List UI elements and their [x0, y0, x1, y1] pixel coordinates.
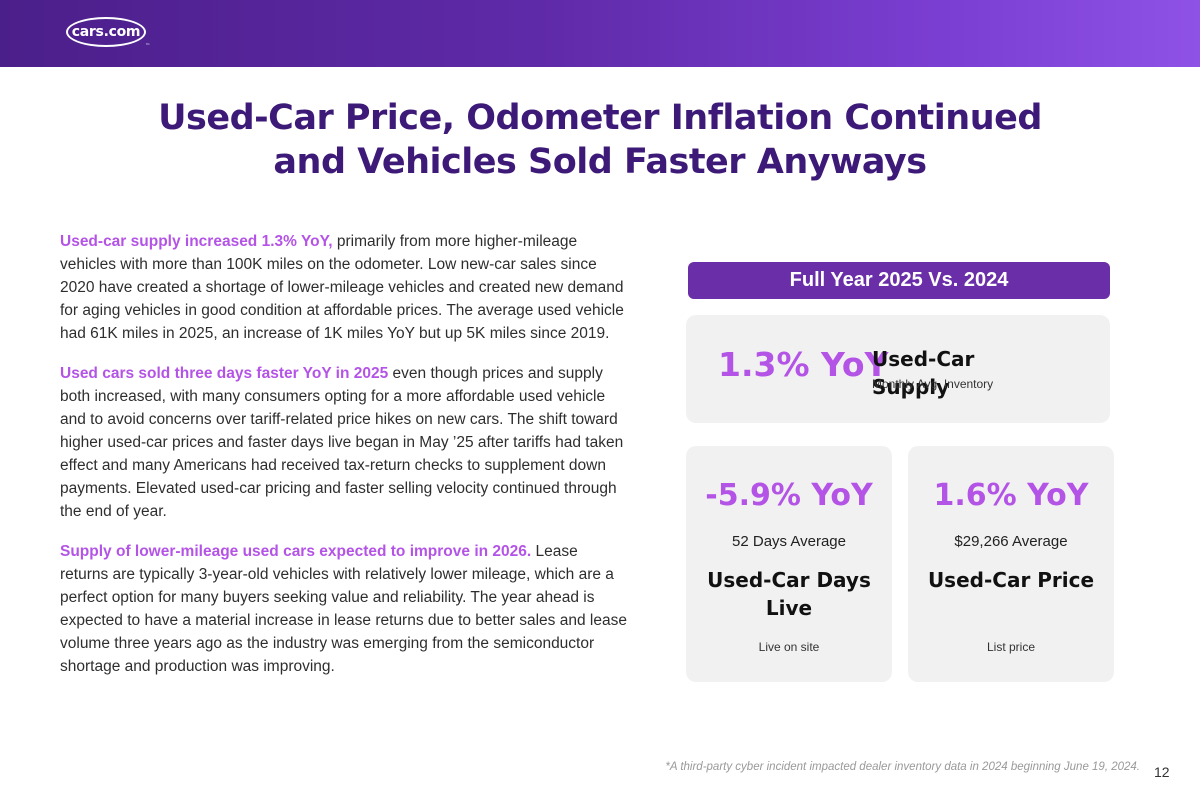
price-average: $29,266 Average [954, 533, 1068, 550]
full-year-banner: Full Year 2025 Vs. 2024 [688, 262, 1110, 299]
paragraph-supply: Used-car supply increased 1.3% YoY, prim… [60, 230, 630, 345]
paragraph-lease: Supply of lower-mileage used cars expect… [60, 540, 630, 678]
logo-text: cars.com [71, 24, 141, 40]
supply-value: 1.3% YoY [718, 345, 889, 384]
supply-subtext: Monthly Avg. Inventory [872, 377, 994, 391]
price-value: 1.6% YoY [933, 478, 1089, 513]
page-title-line-2: and Vehicles Sold Faster Anyways [273, 142, 927, 182]
paragraph-lead: Used-car supply increased 1.3% YoY, [60, 233, 333, 250]
header-band: cars.com ™ [0, 0, 1200, 67]
page-title-line-1: Used-Car Price, Odometer Inflation Conti… [158, 98, 1042, 138]
price-label: Used-Car Price [927, 568, 1095, 592]
body-text: Used-car supply increased 1.3% YoY, prim… [60, 230, 630, 695]
paragraph-lead: Used cars sold three days faster YoY in … [60, 365, 389, 382]
days-live-value: -5.9% YoY [705, 478, 873, 513]
page-number: 12 [1154, 764, 1170, 780]
cars-com-logo[interactable]: cars.com ™ [66, 17, 150, 49]
page-title: Used-Car Price, Odometer Inflation Conti… [100, 96, 1100, 184]
days-live-stat-card: -5.9% YoY 52 Days Average Used-Car Days … [686, 446, 892, 682]
days-live-subtext: Live on site [758, 640, 820, 654]
supply-stat-card: 1.3% YoY Used-Car Supply Monthly Avg. In… [686, 315, 1110, 423]
paragraph-text: primarily from more higher-mileage vehic… [60, 233, 624, 342]
paragraph-lead: Supply of lower-mileage used cars expect… [60, 543, 532, 560]
paragraph-text: Lease returns are typically 3-year-old v… [60, 543, 627, 675]
days-live-average: 52 Days Average [732, 533, 846, 550]
price-stat-card: 1.6% YoY $29,266 Average Used-Car Price … [908, 446, 1114, 682]
logo-trademark: ™ [145, 43, 150, 49]
supply-label: Used-Car Supply [872, 347, 975, 399]
price-subtext: List price [986, 640, 1036, 654]
paragraph-days: Used cars sold three days faster YoY in … [60, 362, 630, 523]
days-live-label: Used-Car Days Live [707, 568, 871, 620]
footnote: *A third-party cyber incident impacted d… [665, 761, 1140, 773]
paragraph-text: even though prices and supply both incre… [60, 365, 624, 520]
